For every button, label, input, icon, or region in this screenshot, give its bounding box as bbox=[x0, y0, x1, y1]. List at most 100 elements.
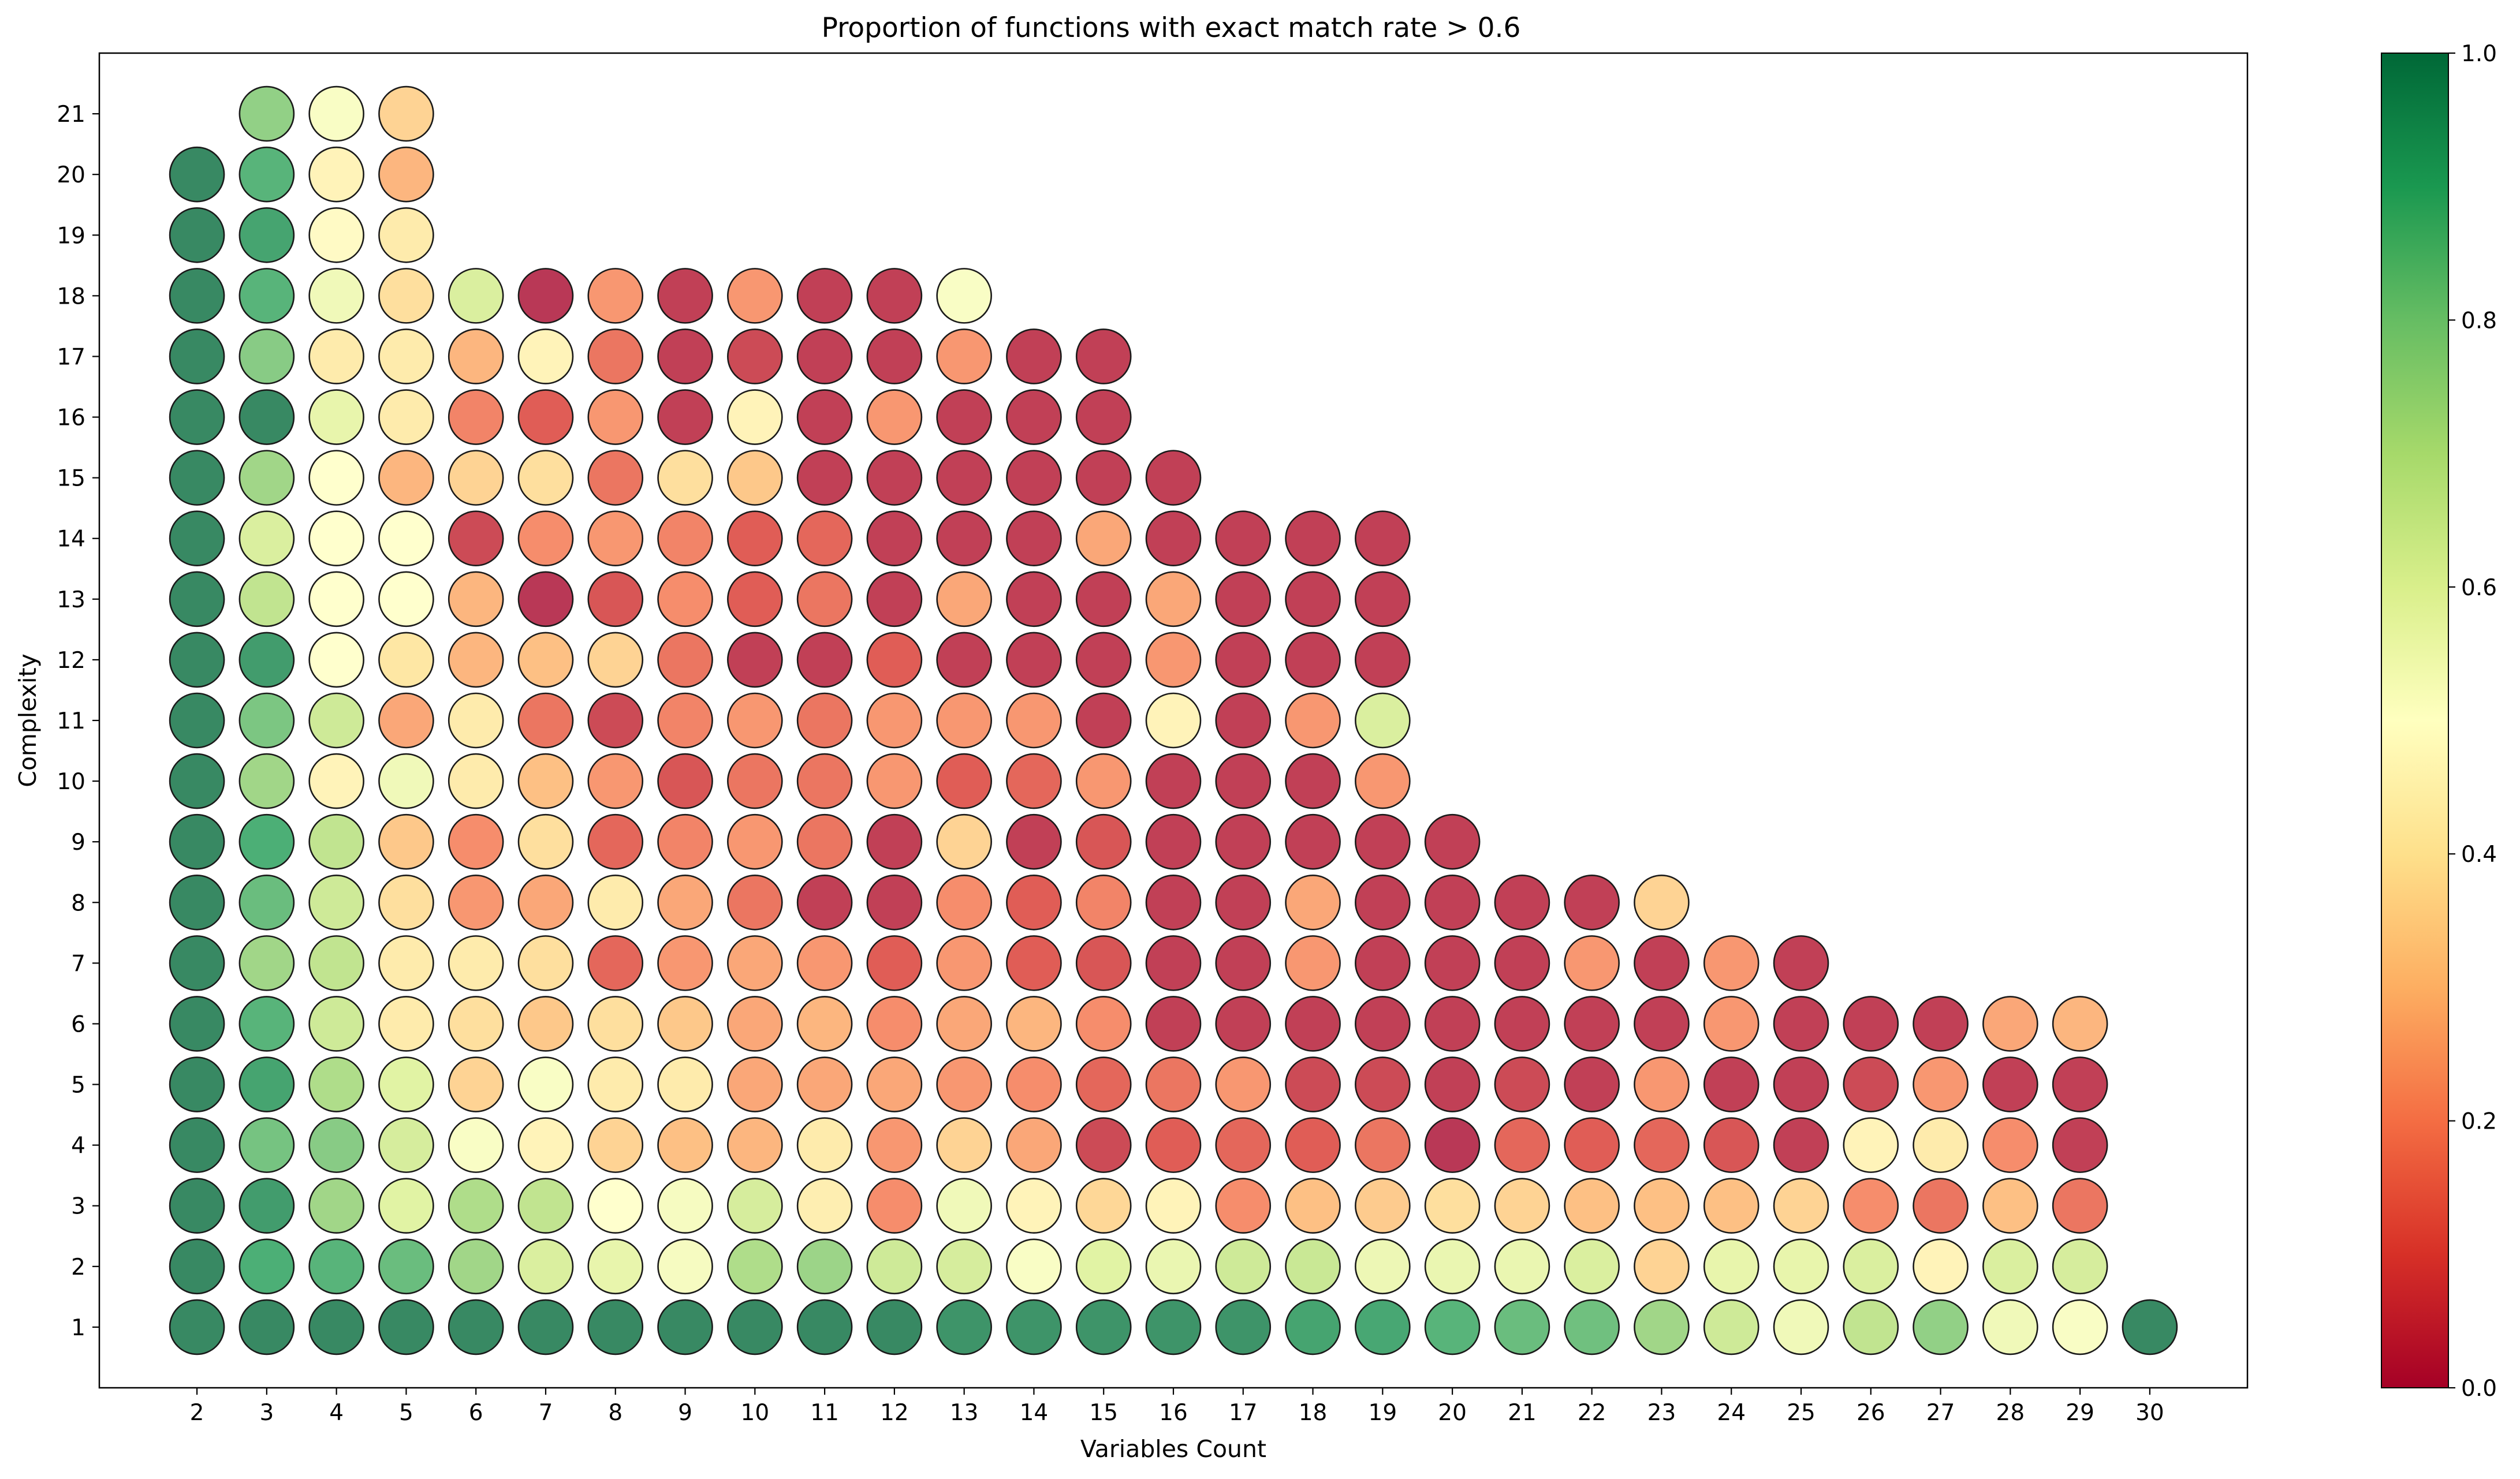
data-point bbox=[517, 450, 574, 506]
data-point bbox=[448, 935, 504, 991]
data-point bbox=[1982, 1117, 2038, 1173]
data-point bbox=[1215, 996, 1272, 1052]
data-point bbox=[238, 1117, 295, 1173]
data-point bbox=[308, 874, 364, 931]
data-point bbox=[1006, 510, 1062, 567]
data-point bbox=[517, 1056, 574, 1112]
data-point bbox=[1424, 935, 1481, 991]
data-point bbox=[1913, 1178, 1969, 1234]
colorbar-tick-label: 0.2 bbox=[2461, 1109, 2497, 1135]
x-tick-label: 21 bbox=[1508, 1400, 1537, 1426]
data-point bbox=[1006, 1117, 1062, 1173]
data-point bbox=[2052, 996, 2108, 1052]
data-point bbox=[308, 692, 364, 749]
data-point bbox=[1075, 996, 1132, 1052]
data-point bbox=[378, 146, 434, 203]
data-point bbox=[378, 935, 434, 991]
data-point bbox=[866, 268, 923, 324]
chart-title: Proportion of functions with exact match… bbox=[822, 12, 1521, 44]
data-point bbox=[727, 450, 783, 506]
colorbar-tick-label: 1.0 bbox=[2461, 41, 2497, 67]
data-point bbox=[657, 935, 713, 991]
data-point bbox=[1145, 1238, 1202, 1295]
data-point bbox=[517, 389, 574, 445]
data-point bbox=[1215, 571, 1272, 628]
y-tick-label: 16 bbox=[57, 405, 85, 431]
data-point bbox=[169, 996, 225, 1052]
x-tick-label: 9 bbox=[678, 1400, 692, 1426]
data-point bbox=[587, 268, 644, 324]
data-point bbox=[169, 753, 225, 809]
colorbar-tick-label: 0.0 bbox=[2461, 1376, 2497, 1402]
data-point bbox=[587, 692, 644, 749]
data-point bbox=[1355, 996, 1411, 1052]
data-point bbox=[1355, 1117, 1411, 1173]
data-point bbox=[1215, 1056, 1272, 1112]
data-point bbox=[1215, 1178, 1272, 1234]
x-tick-label: 10 bbox=[741, 1400, 770, 1426]
x-tick-label: 25 bbox=[1787, 1400, 1816, 1426]
data-point bbox=[866, 632, 923, 688]
data-point bbox=[169, 813, 225, 870]
data-point bbox=[2052, 1056, 2108, 1112]
data-point bbox=[587, 1178, 644, 1234]
data-point bbox=[517, 510, 574, 567]
data-point bbox=[1843, 1238, 1899, 1295]
data-point bbox=[657, 1238, 713, 1295]
colorbar-tick-label: 0.4 bbox=[2461, 842, 2497, 868]
data-point bbox=[936, 389, 992, 445]
data-point bbox=[308, 268, 364, 324]
data-point bbox=[727, 692, 783, 749]
data-point bbox=[1703, 1117, 1759, 1173]
y-tick-label: 15 bbox=[57, 466, 85, 492]
x-tick-label: 23 bbox=[1647, 1400, 1676, 1426]
data-point bbox=[1215, 874, 1272, 931]
data-point bbox=[1703, 1299, 1759, 1355]
data-point bbox=[657, 874, 713, 931]
data-point bbox=[1564, 1117, 1620, 1173]
data-point bbox=[657, 632, 713, 688]
data-point bbox=[1215, 813, 1272, 870]
data-point bbox=[2052, 1299, 2108, 1355]
data-point bbox=[866, 874, 923, 931]
y-tick-label: 5 bbox=[71, 1073, 85, 1099]
data-point bbox=[657, 450, 713, 506]
data-point bbox=[1424, 1238, 1481, 1295]
data-point bbox=[1075, 571, 1132, 628]
data-point bbox=[1355, 1178, 1411, 1234]
data-point bbox=[727, 1178, 783, 1234]
colorbar-tick-label: 0.8 bbox=[2461, 308, 2497, 334]
data-point bbox=[1773, 996, 1829, 1052]
data-point bbox=[1703, 996, 1759, 1052]
data-point bbox=[936, 692, 992, 749]
data-point bbox=[169, 935, 225, 991]
data-point bbox=[1285, 1117, 1341, 1173]
data-point bbox=[866, 510, 923, 567]
data-point bbox=[238, 85, 295, 142]
data-point bbox=[727, 1299, 783, 1355]
data-point bbox=[308, 1117, 364, 1173]
data-point bbox=[1145, 571, 1202, 628]
data-point bbox=[1355, 753, 1411, 809]
data-point bbox=[796, 813, 853, 870]
data-point bbox=[1145, 1117, 1202, 1173]
data-point bbox=[448, 996, 504, 1052]
data-point bbox=[1285, 692, 1341, 749]
data-point bbox=[936, 1117, 992, 1173]
x-tick-label: 13 bbox=[950, 1400, 979, 1426]
data-point bbox=[1145, 1056, 1202, 1112]
data-point bbox=[1494, 996, 1550, 1052]
data-point bbox=[657, 692, 713, 749]
data-point bbox=[657, 389, 713, 445]
data-point bbox=[1634, 1238, 1690, 1295]
data-point bbox=[1424, 874, 1481, 931]
data-point bbox=[308, 146, 364, 203]
data-point bbox=[1215, 692, 1272, 749]
data-point bbox=[796, 632, 853, 688]
data-point bbox=[1215, 510, 1272, 567]
data-point bbox=[1355, 935, 1411, 991]
data-point bbox=[796, 571, 853, 628]
data-point bbox=[1006, 753, 1062, 809]
data-point bbox=[1634, 1056, 1690, 1112]
